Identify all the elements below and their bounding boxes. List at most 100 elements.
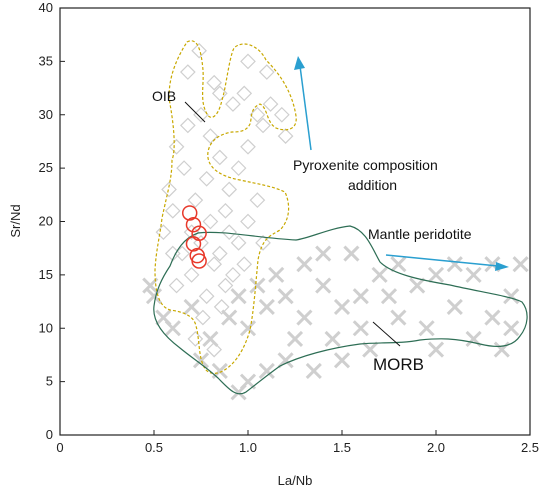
oib-data-point <box>174 245 191 262</box>
y-axis-label: Sr/Nd <box>8 204 23 237</box>
morb-data-point <box>390 256 407 273</box>
morb-data-point <box>390 309 407 326</box>
oib-data-point <box>155 224 172 241</box>
annotation-oib: OIB <box>152 88 176 104</box>
oib-data-point <box>202 128 219 144</box>
oib-data-point <box>211 85 228 102</box>
morb-data-point <box>512 256 529 273</box>
oib-data-point <box>255 235 271 251</box>
oib-data-point <box>255 117 271 134</box>
morb-data-point <box>333 298 351 315</box>
morb-data-point <box>230 384 247 401</box>
morb-data-point <box>343 245 360 262</box>
oib-data-point <box>277 128 294 144</box>
morb-data-point <box>503 288 520 305</box>
oib-data-point <box>240 138 256 155</box>
y-tick-label: 15 <box>39 267 53 282</box>
morb-data-point <box>427 341 445 358</box>
morb-data-point <box>362 341 379 358</box>
morb-data-point <box>333 352 351 369</box>
oib-data-point <box>176 160 192 176</box>
y-tick-label: 5 <box>46 374 53 389</box>
oib-data-point <box>198 288 215 305</box>
oib-data-point <box>225 96 241 112</box>
morb-data-point <box>230 288 247 305</box>
sample-point <box>185 216 202 233</box>
oib-data-point <box>225 267 241 283</box>
plot-frame <box>59 7 531 436</box>
morb-data-point <box>315 245 332 262</box>
morb-data-point <box>258 298 275 315</box>
morb-data-point <box>258 362 275 380</box>
oib-data-point <box>236 85 253 102</box>
y-tick-label: 40 <box>39 0 53 15</box>
morb-data-point <box>145 288 163 305</box>
oib-data-point <box>211 245 228 262</box>
oib-data-point <box>211 149 228 166</box>
y-tick-label: 20 <box>39 214 53 229</box>
oib-data-point <box>206 341 223 358</box>
y-tick-label: 25 <box>39 160 53 175</box>
pyroxenite-arrowhead <box>294 56 305 70</box>
oib-data-point <box>202 213 219 230</box>
morb-data-point <box>503 320 520 337</box>
morb-data-point <box>446 298 463 315</box>
oib-data-point <box>221 181 238 198</box>
morb-data-point <box>192 352 210 369</box>
oib-data-point <box>217 277 234 294</box>
oib-data-point <box>206 256 223 273</box>
oib-data-point <box>179 117 196 134</box>
sample-point <box>185 236 202 252</box>
oib-data-point <box>258 64 275 80</box>
oib-data-point <box>273 106 290 123</box>
oib-data-point <box>183 224 200 241</box>
oib-data-point <box>206 74 223 91</box>
morb-data-point <box>352 288 369 305</box>
oib-data-point <box>164 202 181 219</box>
oib-data-point <box>187 192 204 208</box>
morb-field-outline <box>153 225 528 395</box>
sample-points <box>181 205 207 269</box>
annotation-addition: addition <box>348 177 397 193</box>
oib-data-point <box>230 160 247 176</box>
oib-data-point <box>179 64 196 80</box>
morb-data-point <box>296 256 313 273</box>
morb-data-point <box>268 266 285 283</box>
x-tick-label: 2.5 <box>521 440 539 455</box>
axes: 0 0.5 1.0 1.5 2.0 2.5 0 5 10 15 20 25 30 35 40 <box>39 0 540 455</box>
x-tick-label: 0 <box>56 440 63 455</box>
annotation-morb: MORB <box>373 355 424 374</box>
morb-data-point <box>371 266 388 283</box>
sample-point <box>181 205 198 221</box>
morb-data-point <box>418 320 435 337</box>
y-tick-label: 10 <box>39 320 53 335</box>
morb-data-point <box>305 362 322 380</box>
peridotite-arrowhead <box>495 262 509 271</box>
oib-data-point <box>240 53 256 70</box>
y-tick-label: 30 <box>39 107 53 122</box>
morb-data-point <box>315 277 332 294</box>
morb-data-point <box>427 266 445 283</box>
annotation-mantle-peridotite: Mantle peridotite <box>368 226 472 242</box>
morb-data-point <box>380 288 398 305</box>
oib-data-point <box>230 235 247 251</box>
morb-data-point <box>277 288 294 305</box>
peridotite-arrow <box>385 254 499 267</box>
y-tick-label: 35 <box>39 53 53 68</box>
morb-leader <box>372 321 401 347</box>
morb-data-point <box>286 330 304 347</box>
morb-data-point <box>142 277 159 294</box>
morb-data-point <box>465 266 482 283</box>
oib-data-point <box>240 213 256 230</box>
morb-data-point <box>484 309 501 326</box>
oib-data-point <box>183 267 200 283</box>
morb-data-point <box>324 330 341 347</box>
morb-data-point <box>221 309 238 326</box>
morb-data-point <box>183 298 200 315</box>
oib-data-point <box>249 106 266 123</box>
oib-data-point <box>213 299 230 315</box>
oib-data-point <box>191 42 207 59</box>
morb-data-point <box>202 330 219 347</box>
oib-data-point <box>168 277 185 294</box>
